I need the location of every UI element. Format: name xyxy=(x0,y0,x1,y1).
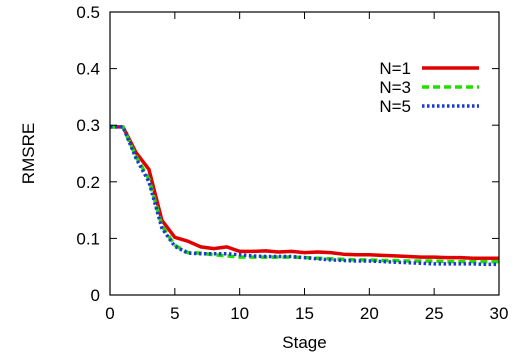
y-tick-label: 0 xyxy=(91,286,100,305)
x-tick-label: 20 xyxy=(360,304,379,323)
x-tick-label: 0 xyxy=(105,304,114,323)
y-tick-label: 0.2 xyxy=(76,173,100,192)
legend-label: N=1 xyxy=(379,59,411,78)
x-axis-label: Stage xyxy=(282,333,326,352)
x-tick-label: 15 xyxy=(295,304,314,323)
y-tick-label: 0.3 xyxy=(76,116,100,135)
legend: N=1N=3N=5 xyxy=(379,59,479,116)
series-line-n-1 xyxy=(110,125,499,260)
axis-tick-labels: 0 5 10 15 20 25 30 0 0.1 0.2 0.3 0.4 0.5 xyxy=(76,3,508,323)
x-tick-label: 10 xyxy=(230,304,249,323)
y-tick-label: 0.1 xyxy=(76,229,100,248)
series-line-n-5 xyxy=(110,125,499,267)
legend-label: N=5 xyxy=(379,97,411,116)
x-tick-label: 30 xyxy=(490,304,509,323)
legend-label: N=3 xyxy=(379,78,411,97)
x-tick-label: 5 xyxy=(170,304,179,323)
x-tick-label: 25 xyxy=(425,304,444,323)
series-line-n-3 xyxy=(110,125,499,264)
y-tick-label: 0.4 xyxy=(76,60,100,79)
axis-ticks xyxy=(109,11,500,296)
y-tick-label: 0.5 xyxy=(76,3,100,22)
y-axis-label: RMSRE xyxy=(19,123,38,184)
plot-series xyxy=(110,125,499,267)
